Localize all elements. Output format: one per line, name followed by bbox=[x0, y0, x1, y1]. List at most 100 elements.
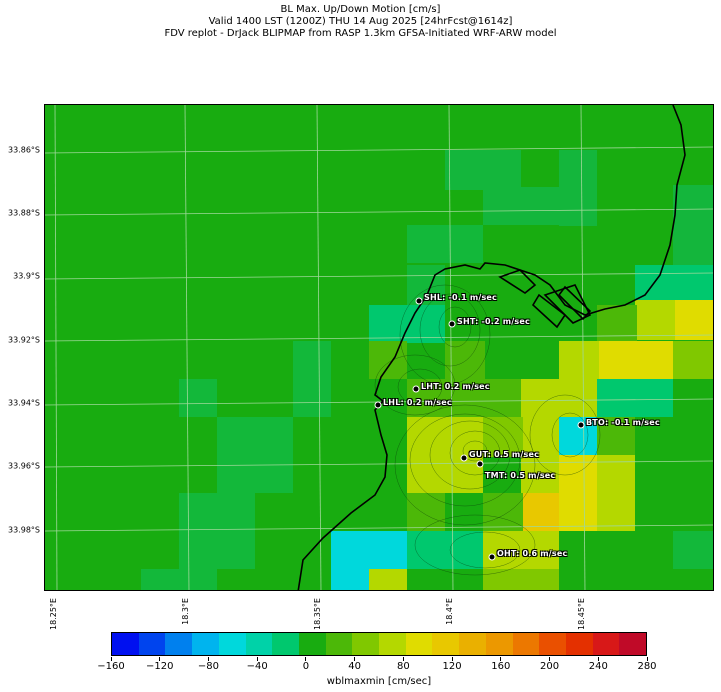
field-cell bbox=[483, 417, 523, 457]
colorbar-cell bbox=[298, 633, 326, 655]
field-cell bbox=[559, 531, 635, 590]
colorbar-cell bbox=[512, 633, 540, 655]
field-cell bbox=[179, 493, 255, 569]
lat-label: 33.94°S bbox=[8, 398, 40, 408]
coastline bbox=[297, 105, 686, 590]
colorbar-tick-label: 80 bbox=[396, 661, 410, 672]
field-cell bbox=[673, 531, 713, 569]
field-cell bbox=[407, 417, 483, 493]
field-cell bbox=[597, 341, 673, 379]
lon-label: 18.35°E bbox=[313, 598, 322, 630]
lon-label: 18.25°E bbox=[49, 598, 58, 630]
colorbar-tick bbox=[597, 657, 599, 661]
field-cell bbox=[331, 531, 407, 569]
field-cell bbox=[483, 531, 559, 569]
colorbar-label: wblmaxmin [cm/sec] bbox=[326, 676, 432, 687]
colorbar-cell bbox=[352, 633, 380, 655]
lon-label: 18.3°E bbox=[181, 598, 190, 625]
field-cell bbox=[521, 379, 597, 417]
field-cell bbox=[407, 493, 445, 531]
field-cell bbox=[483, 493, 523, 531]
station-label: TMT: 0.5 m/sec bbox=[485, 471, 556, 480]
colorbar-tick bbox=[402, 657, 404, 661]
colorbar-cell bbox=[485, 633, 513, 655]
colorbar-tick-label: 160 bbox=[491, 661, 511, 672]
field-cell bbox=[141, 569, 217, 590]
field-cell bbox=[483, 569, 559, 590]
colorbar-tick-label: −160 bbox=[97, 661, 125, 672]
field-cell bbox=[673, 300, 713, 340]
field-cell bbox=[217, 417, 293, 493]
lat-label: 33.92°S bbox=[8, 335, 40, 345]
colorbar-tick bbox=[549, 657, 551, 661]
station-label: LHT: 0.2 m/sec bbox=[421, 382, 490, 391]
title-line-1: BL Max. Up/Down Motion [cm/s] bbox=[280, 4, 441, 15]
graticule bbox=[45, 105, 713, 590]
colorbar-tick bbox=[207, 657, 209, 661]
colorbar-cell bbox=[245, 633, 273, 655]
colorbar-tick bbox=[110, 657, 112, 661]
title-line-2: Valid 1400 LST (1200Z) THU 14 Aug 2025 [… bbox=[208, 16, 513, 27]
colorbar-tick-label: 200 bbox=[539, 661, 560, 672]
map-panel: SHL: -0.1 m/sec SHT: -0.2 m/sec LHT: 0.2… bbox=[44, 104, 714, 591]
colorbar-tick-label: 240 bbox=[588, 661, 608, 672]
station-label: OHT: 0.6 m/sec bbox=[497, 549, 568, 558]
colorbar-cell bbox=[379, 633, 406, 655]
field-cell bbox=[369, 305, 445, 343]
station-marker bbox=[577, 421, 585, 429]
field-cell bbox=[407, 225, 483, 263]
station-label: SHT: -0.2 m/sec bbox=[457, 317, 530, 326]
field-cell bbox=[483, 341, 559, 379]
station-marker bbox=[476, 460, 484, 468]
field-cell bbox=[597, 417, 635, 457]
field-cell bbox=[635, 265, 713, 305]
colorbar-tick-label: 120 bbox=[442, 661, 462, 672]
terrain-contours bbox=[374, 284, 601, 576]
field-cell bbox=[483, 379, 523, 417]
station-label: GUT: 0.5 m/sec bbox=[469, 450, 540, 459]
colorbar-tick-label: −40 bbox=[246, 661, 268, 672]
colorbar-cell bbox=[165, 633, 193, 655]
colorbar-cell bbox=[218, 633, 246, 655]
station-marker bbox=[412, 385, 420, 393]
lon-label: 18.4°E bbox=[445, 598, 454, 625]
map-canvas bbox=[45, 105, 713, 590]
colorbar-cell bbox=[112, 633, 139, 655]
station-marker bbox=[448, 320, 456, 328]
field-cell bbox=[673, 185, 713, 265]
colorbar-tick-label: 0 bbox=[302, 661, 310, 672]
chart-title: BL Max. Up/Down Motion [cm/s] Valid 1400… bbox=[0, 4, 721, 40]
field-cell bbox=[559, 150, 597, 226]
station-label: SHL: -0.1 m/sec bbox=[424, 293, 498, 302]
colorbar bbox=[111, 632, 647, 656]
field-cells bbox=[141, 150, 713, 590]
field-cell bbox=[179, 379, 217, 417]
colorbar-cell bbox=[432, 633, 460, 655]
colorbar-tick-label: −80 bbox=[197, 661, 220, 672]
field-cell bbox=[369, 341, 407, 379]
colorbar-cell bbox=[138, 633, 166, 655]
station-marker bbox=[488, 553, 496, 561]
field-cell bbox=[445, 150, 521, 190]
lat-label: 33.88°S bbox=[8, 208, 40, 218]
field-cell bbox=[597, 305, 637, 343]
colorbar-cell bbox=[192, 633, 219, 655]
field-cell bbox=[673, 341, 713, 379]
field-cell bbox=[293, 341, 331, 417]
colorbar-cell bbox=[565, 633, 593, 655]
colorbar-tick bbox=[354, 657, 356, 661]
colorbar-cell bbox=[459, 633, 486, 655]
lon-label: 18.45°E bbox=[577, 598, 586, 630]
station-marker bbox=[374, 401, 382, 409]
colorbar-cell bbox=[619, 633, 647, 655]
station-label: BTO: -0.1 m/sec bbox=[586, 418, 660, 427]
station-label: LHL: 0.2 m/sec bbox=[383, 398, 452, 407]
lat-label: 33.98°S bbox=[8, 525, 40, 535]
lat-label: 33.9°S bbox=[13, 271, 40, 281]
lat-label: 33.96°S bbox=[8, 461, 40, 471]
colorbar-tick-label: −120 bbox=[145, 661, 174, 672]
field-cell bbox=[597, 455, 635, 531]
colorbar-cell bbox=[405, 633, 433, 655]
colorbar-tick bbox=[305, 657, 307, 661]
field-cell bbox=[369, 569, 407, 590]
